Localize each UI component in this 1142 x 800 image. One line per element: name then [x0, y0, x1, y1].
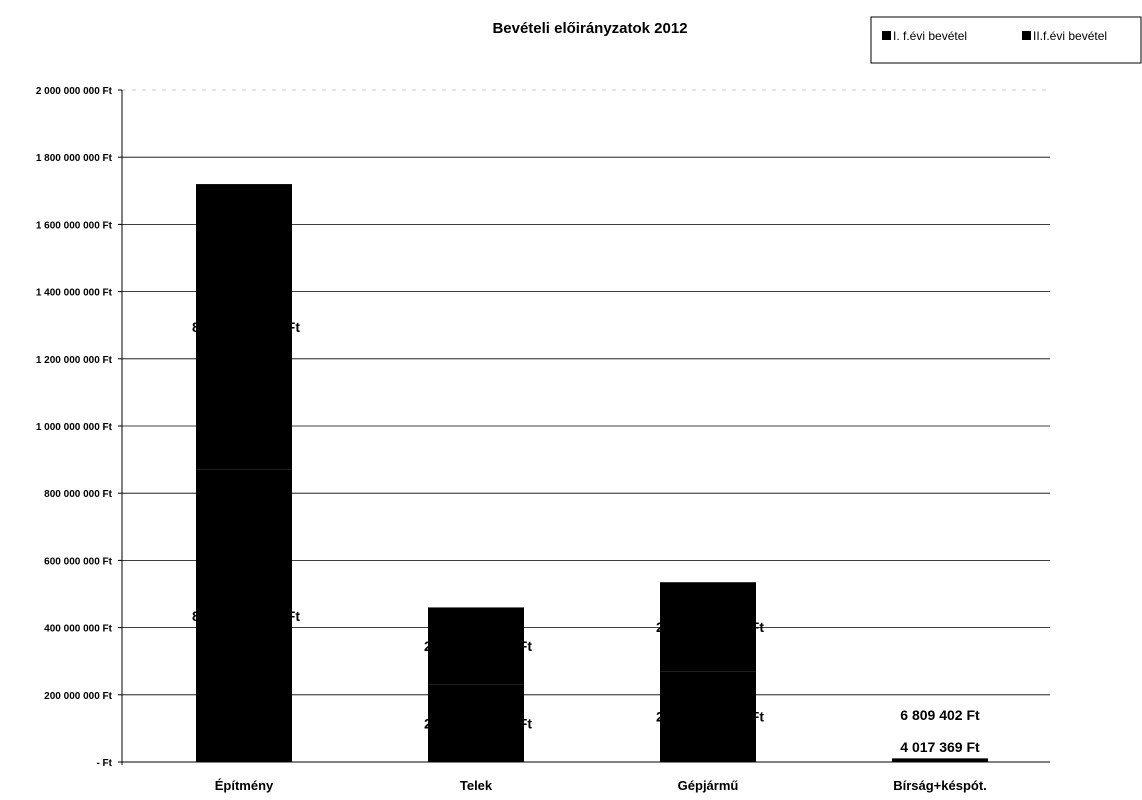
y-tick-label: 1 400 000 000 Ft	[36, 288, 113, 299]
legend-swatch-series-2	[1022, 31, 1031, 40]
data-label-suffix: Ft	[519, 715, 533, 731]
bar-1-2	[428, 684, 524, 762]
x-category-label: Gépjármű	[678, 778, 739, 793]
y-tick-label: 400 000 000 Ft	[44, 624, 112, 635]
data-label: 2	[424, 638, 432, 654]
y-tick-label: 600 000 000 Ft	[44, 556, 112, 567]
data-label: 2	[424, 715, 432, 731]
y-tick-label: 1 200 000 000 Ft	[36, 355, 113, 366]
data-label: 8	[192, 608, 200, 624]
data-label: 6 809 402 Ft	[900, 707, 980, 723]
y-tick-label: 2 000 000 000 Ft	[36, 86, 113, 97]
y-tick-label: 800 000 000 Ft	[44, 489, 112, 500]
data-label: 2	[656, 619, 664, 635]
legend-label-series-1: I. f.évi bevétel	[893, 29, 967, 43]
y-tick-label: 1 600 000 000 Ft	[36, 220, 113, 231]
x-category-label: Telek	[460, 778, 493, 793]
bar-1-4	[892, 760, 988, 762]
data-labels: 8 Ft 8 Ft 2 Ft 2 Ft 2 Ft 2 Ft 4 017 369 Ft 6 809 402 …	[192, 319, 980, 755]
bar-2-3	[660, 582, 756, 672]
y-tick-label: 200 000 000 Ft	[44, 691, 112, 702]
data-label-suffix: Ft	[751, 619, 765, 635]
legend-label-series-2: II.f.évi bevétel	[1033, 29, 1107, 43]
legend-frame	[870, 16, 1142, 64]
x-category-label: Bírság+késpót.	[893, 778, 987, 793]
legend: I. f.évi bevétel II.f.évi bevétel	[870, 16, 1142, 64]
y-tick-label: 1 000 000 000 Ft	[36, 422, 113, 433]
chart-title: Bevételi előirányzatok 2012	[492, 20, 687, 37]
data-label-suffix: Ft	[287, 608, 301, 624]
bars	[196, 184, 988, 762]
x-axis-category-labels: Építmény Telek Gépjármű Bírság+késpót.	[215, 778, 987, 793]
legend-swatch-series-1	[882, 31, 891, 40]
data-label-suffix: Ft	[751, 709, 765, 725]
bar-2-2	[428, 607, 524, 685]
data-label: 4 017 369 Ft	[900, 739, 980, 755]
y-tick-label: - Ft	[96, 758, 112, 769]
bar-1-3	[660, 671, 756, 762]
data-label-suffix: Ft	[519, 638, 533, 654]
x-category-label: Építmény	[215, 778, 274, 793]
y-tick-label: 1 800 000 000 Ft	[36, 153, 113, 164]
axes	[118, 90, 1050, 765]
data-label: 8	[192, 319, 200, 335]
bar-2-1	[196, 184, 292, 470]
data-label: 2	[656, 709, 664, 725]
bar-1-1	[196, 469, 292, 762]
y-axis-tick-labels: - Ft 200 000 000 Ft 400 000 000 Ft 600 000 …	[36, 86, 113, 769]
bar-2-4	[892, 758, 988, 761]
data-label-suffix: Ft	[287, 319, 301, 335]
